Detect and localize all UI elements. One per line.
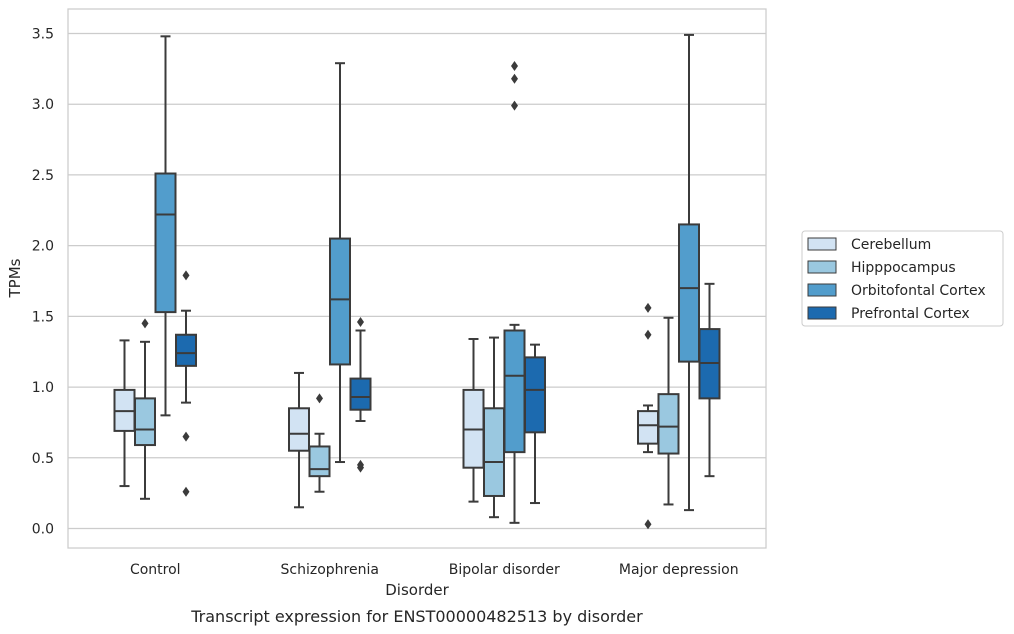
x-tick-label-3: Major depression	[619, 562, 739, 578]
y-tick-label-6: 3.0	[32, 97, 54, 113]
box-1-1-outlier-0	[316, 393, 323, 404]
box-2-2-outlier-0	[511, 61, 518, 72]
box-3-1-iqr	[349, 377, 372, 411]
chart-caption: Transcript expression for ENST0000048251…	[190, 607, 643, 626]
series-3	[175, 270, 721, 505]
legend-swatch-2	[807, 283, 837, 297]
series-1	[134, 316, 680, 519]
x-axis-label: Disorder	[385, 581, 449, 599]
box-1-1-iqr	[308, 445, 331, 478]
box-3-0-iqr	[175, 333, 197, 367]
y-tick-label-3: 1.5	[32, 309, 54, 325]
box-0-1-iqr	[288, 407, 310, 452]
plot-frame	[67, 8, 767, 549]
box-0-3-outlier-0	[644, 302, 652, 313]
box-3-2-iqr	[524, 356, 546, 434]
box-1-2-iqr	[483, 407, 505, 497]
box-3-0-outlier-1	[182, 431, 190, 442]
x-tick-label-1: Schizophrenia	[281, 562, 379, 578]
box-3-0-outlier-0	[182, 270, 190, 281]
box-2-3-iqr	[678, 223, 700, 363]
box-3-1-outlier-0	[357, 317, 364, 328]
legend-swatch-0	[807, 237, 837, 251]
y-tick-labels: 0.0 0.5 1.0 1.5 2.0 2.5 3.0 3.5	[32, 27, 54, 538]
y-tick-label-0: 0.0	[32, 522, 54, 538]
box-1-0-iqr	[134, 397, 156, 447]
legend-swatch-1	[807, 260, 837, 274]
legend-label-3: Prefrontal Cortex	[851, 306, 970, 322]
box-0-3-iqr	[637, 410, 659, 445]
grid-lines	[68, 32, 766, 530]
box-2-1-iqr	[329, 237, 351, 366]
y-tick-label-5: 2.5	[32, 168, 54, 184]
box-1-0-outlier-0	[141, 318, 149, 329]
legend-swatch-3	[807, 306, 837, 320]
x-tick-labels: Control Schizophrenia Bipolar disorder Majo…	[130, 562, 739, 578]
x-tick-label-0: Control	[130, 562, 181, 578]
y-tick-label-7: 3.5	[32, 27, 54, 43]
legend-frame	[801, 230, 1004, 327]
y-tick-label-4: 2.0	[32, 239, 54, 255]
box-0-3-outlier-1	[644, 329, 652, 340]
y-axis-label: TPMs	[6, 258, 24, 298]
series-0	[113, 302, 659, 530]
box-3-0-outlier-2	[182, 486, 190, 497]
box-1-3-iqr	[657, 393, 680, 455]
box-2-2-outlier-1	[511, 73, 518, 84]
series-2	[154, 33, 700, 524]
legend: Cerebellum Hipppocampus Orbitofontal Corte…	[801, 230, 1004, 327]
box-2-2-outlier-2	[511, 100, 518, 111]
box-2-2-iqr	[503, 329, 526, 454]
box-2-0-iqr	[154, 172, 177, 314]
x-tick-label-2: Bipolar disorder	[449, 562, 560, 578]
legend-label-0: Cerebellum	[851, 237, 931, 253]
legend-label-2: Orbitofontal Cortex	[851, 283, 986, 299]
legend-label-1: Hipppocampus	[851, 260, 956, 276]
box-3-1-outlier-2	[357, 462, 364, 473]
box-0-3-outlier-2	[644, 519, 652, 530]
y-tick-label-2: 1.0	[32, 380, 54, 396]
box-series-group	[113, 33, 721, 530]
y-tick-label-1: 0.5	[32, 451, 54, 467]
